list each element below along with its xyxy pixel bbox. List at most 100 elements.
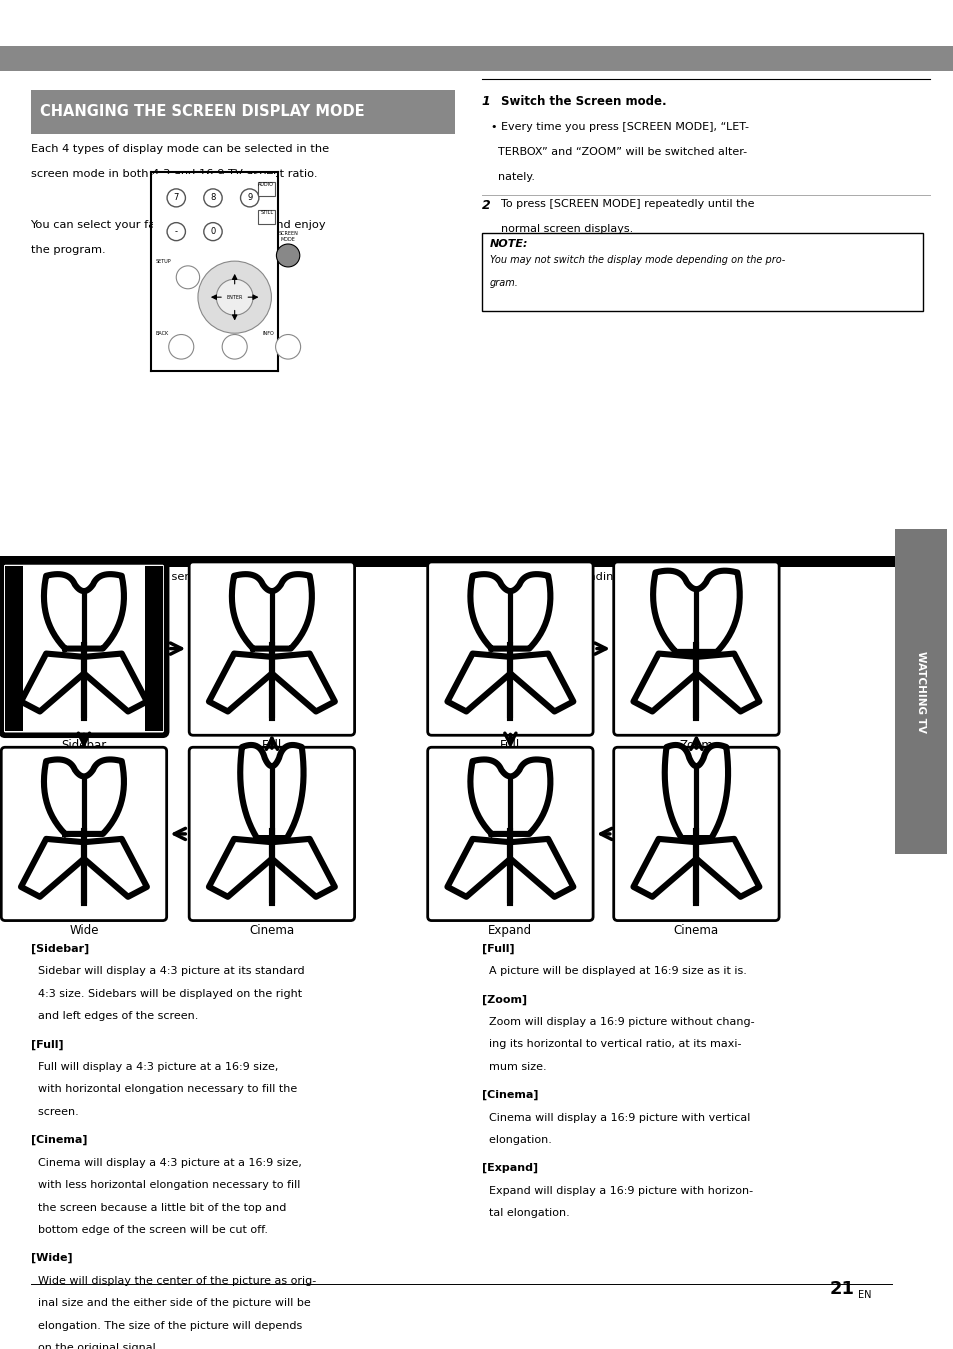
Text: 9: 9 (247, 193, 253, 202)
Text: INFO: INFO (262, 331, 274, 336)
Text: normal screen displays.: normal screen displays. (500, 224, 633, 233)
Text: SCREEN
MODE: SCREEN MODE (278, 231, 297, 241)
Text: • Every time you press [SCREEN MODE], “LET-: • Every time you press [SCREEN MODE], “L… (491, 121, 748, 132)
Text: ENTER: ENTER (226, 294, 243, 299)
Circle shape (204, 189, 222, 206)
Text: Full will display a 4:3 picture at a 16:9 size,: Full will display a 4:3 picture at a 16:… (30, 1062, 277, 1072)
Text: [Full]: [Full] (30, 1040, 63, 1050)
Text: Switch the Screen mode.: Switch the Screen mode. (500, 96, 666, 108)
Text: To press [SCREEN MODE] repeatedly until the: To press [SCREEN MODE] repeatedly until … (500, 198, 754, 209)
Bar (30, 90, 455, 134)
Text: Full: Full (499, 739, 520, 753)
Text: TERBOX” and “ZOOM” will be switched alter-: TERBOX” and “ZOOM” will be switched alte… (491, 147, 746, 156)
Bar (5, 565, 23, 731)
Text: 21: 21 (829, 1280, 854, 1298)
Bar (153, 174, 275, 368)
Text: signal...: signal... (443, 596, 488, 606)
FancyBboxPatch shape (1, 747, 167, 920)
Text: on the original signal.: on the original signal. (30, 1344, 159, 1349)
Text: AUDIO: AUDIO (258, 182, 274, 188)
Text: and left edges of the screen.: and left edges of the screen. (30, 1012, 197, 1021)
Bar (436, 755, 584, 913)
Bar (257, 182, 274, 196)
Text: You can select your favorite screen mode and enjoy: You can select your favorite screen mode… (30, 220, 326, 229)
Polygon shape (240, 745, 303, 838)
Polygon shape (664, 745, 727, 838)
Bar (894, 529, 946, 854)
Polygon shape (44, 575, 124, 649)
Text: [Cinema]: [Cinema] (30, 1135, 87, 1145)
FancyBboxPatch shape (613, 563, 779, 735)
Circle shape (169, 335, 193, 359)
Text: -: - (174, 227, 177, 236)
Text: Cinema: Cinema (673, 924, 719, 938)
Circle shape (167, 189, 185, 206)
Circle shape (216, 279, 253, 316)
Text: ing its horizontal to vertical ratio, at its maxi-: ing its horizontal to vertical ratio, at… (481, 1040, 740, 1050)
Text: Expand will display a 16:9 picture with horizon-: Expand will display a 16:9 picture with … (481, 1186, 752, 1195)
Text: 2: 2 (481, 198, 490, 212)
Text: 0: 0 (210, 227, 215, 236)
Text: Zoom: Zoom (679, 739, 713, 753)
Text: nately.: nately. (491, 173, 535, 182)
Bar (436, 569, 584, 727)
FancyBboxPatch shape (613, 747, 779, 920)
Circle shape (197, 262, 271, 333)
Text: screen.: screen. (30, 1108, 78, 1117)
Circle shape (204, 223, 222, 240)
Text: 1: 1 (481, 96, 490, 108)
Bar (197, 755, 346, 913)
Bar (10, 569, 158, 727)
Polygon shape (470, 759, 550, 834)
Text: mum size.: mum size. (481, 1062, 546, 1072)
Text: Cinema will display a 4:3 picture at a 16:9 size,: Cinema will display a 4:3 picture at a 1… (30, 1157, 301, 1167)
Text: Cinema will display a 16:9 picture with vertical: Cinema will display a 16:9 picture with … (481, 1113, 749, 1122)
Bar (10, 755, 158, 913)
Text: 8: 8 (210, 193, 215, 202)
Text: the program.: the program. (30, 246, 105, 255)
Bar (621, 755, 770, 913)
Polygon shape (470, 575, 550, 649)
Text: Zoom will display a 16:9 picture without chang-: Zoom will display a 16:9 picture without… (481, 1017, 754, 1027)
FancyBboxPatch shape (189, 747, 355, 920)
FancyBboxPatch shape (427, 747, 593, 920)
Bar (145, 565, 162, 731)
Circle shape (176, 266, 199, 289)
Circle shape (276, 244, 299, 267)
Circle shape (167, 223, 185, 240)
Text: EN: EN (857, 1290, 871, 1300)
Text: [Wide]: [Wide] (30, 1253, 72, 1264)
Text: Sidebar: Sidebar (61, 739, 107, 753)
Text: screen mode in both 4:3 and 16:9 TV aspect ratio.: screen mode in both 4:3 and 16:9 TV aspe… (30, 170, 316, 179)
Circle shape (275, 335, 300, 359)
Text: A picture will be displayed at 16:9 size as it is.: A picture will be displayed at 16:9 size… (481, 966, 746, 977)
Text: Sidebar will display a 4:3 picture at its standard: Sidebar will display a 4:3 picture at it… (30, 966, 304, 977)
Text: When the broadcast is sending 16:9 video: When the broadcast is sending 16:9 video (443, 572, 683, 581)
Text: Full: Full (261, 739, 282, 753)
Text: with horizontal elongation necessary to fill the: with horizontal elongation necessary to … (30, 1085, 296, 1094)
Text: Expand: Expand (488, 924, 532, 938)
Polygon shape (232, 575, 312, 649)
Text: You may not switch the display mode depending on the pro-: You may not switch the display mode depe… (489, 255, 784, 264)
Polygon shape (653, 571, 739, 652)
FancyBboxPatch shape (189, 563, 355, 735)
Text: NOTE:: NOTE: (489, 239, 528, 248)
Text: [Sidebar]: [Sidebar] (30, 944, 89, 954)
Text: elongation. The size of the picture will depends: elongation. The size of the picture will… (30, 1321, 301, 1330)
Bar (0, 46, 953, 71)
Text: signal...: signal... (40, 596, 85, 606)
Text: tal elongation.: tal elongation. (481, 1209, 569, 1218)
Text: SETUP: SETUP (155, 259, 171, 264)
Bar (0, 556, 894, 567)
Text: Wide will display the center of the picture as orig-: Wide will display the center of the pict… (30, 1276, 315, 1286)
Text: 7: 7 (173, 193, 179, 202)
Bar (257, 210, 274, 224)
Text: WATCHING TV: WATCHING TV (915, 650, 925, 733)
Text: STILL: STILL (261, 210, 274, 214)
Text: 4:3 size. Sidebars will be displayed on the right: 4:3 size. Sidebars will be displayed on … (30, 989, 301, 998)
Bar (481, 233, 922, 312)
Bar (621, 569, 770, 727)
Text: the screen because a little bit of the top and: the screen because a little bit of the t… (30, 1202, 286, 1213)
Text: elongation.: elongation. (481, 1135, 551, 1145)
Text: BACK: BACK (155, 331, 169, 336)
